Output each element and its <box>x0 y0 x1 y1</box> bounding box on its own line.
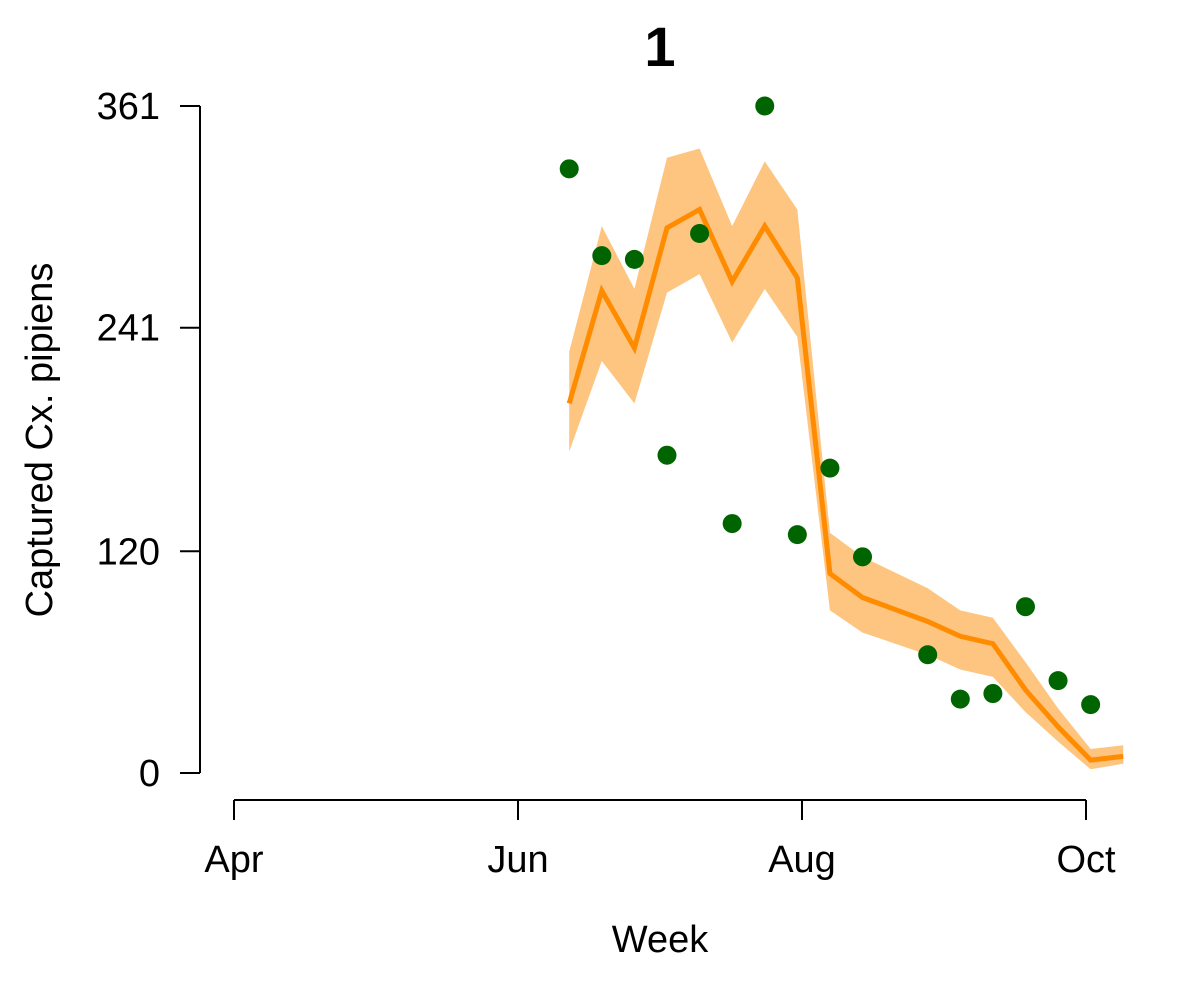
observed-point <box>722 514 742 534</box>
observed-point <box>983 684 1003 704</box>
y-tick-label-241: 241 <box>97 308 160 350</box>
y-tick-label-0: 0 <box>139 753 160 795</box>
observed-point <box>755 96 775 116</box>
observed-point <box>624 249 644 269</box>
observed-point <box>690 223 710 243</box>
x-tick-label-apr: Apr <box>204 839 263 881</box>
observed-point <box>787 525 807 545</box>
y-tick-label-120: 120 <box>97 531 160 573</box>
observed-point <box>1048 671 1068 691</box>
y-tick-label-361: 361 <box>97 86 160 128</box>
fitted-line-layer <box>566 205 1124 763</box>
observed-point <box>1081 695 1101 715</box>
confidence-band <box>569 148 1124 770</box>
observed-point <box>657 445 677 465</box>
observed-point <box>1015 597 1035 617</box>
confidence-band-layer <box>569 148 1124 770</box>
x-tick-label-jun: Jun <box>487 839 548 881</box>
observed-point <box>820 458 840 478</box>
observed-point <box>559 159 579 179</box>
fitted-line <box>566 205 1124 763</box>
observed-points-layer <box>559 96 1101 715</box>
x-axis-label: Week <box>612 919 709 961</box>
x-axis: Apr Jun Aug Oct <box>204 799 1116 881</box>
chart-title: 1 <box>644 15 675 78</box>
x-tick-label-aug: Aug <box>768 839 836 881</box>
observed-point <box>592 246 612 266</box>
y-axis-label: Captured Cx. pipiens <box>19 263 61 618</box>
observed-point <box>950 689 970 709</box>
x-tick-label-oct: Oct <box>1056 839 1116 881</box>
observed-point <box>853 547 873 567</box>
observed-point <box>918 645 938 665</box>
y-axis: 0 120 241 361 <box>97 86 201 795</box>
